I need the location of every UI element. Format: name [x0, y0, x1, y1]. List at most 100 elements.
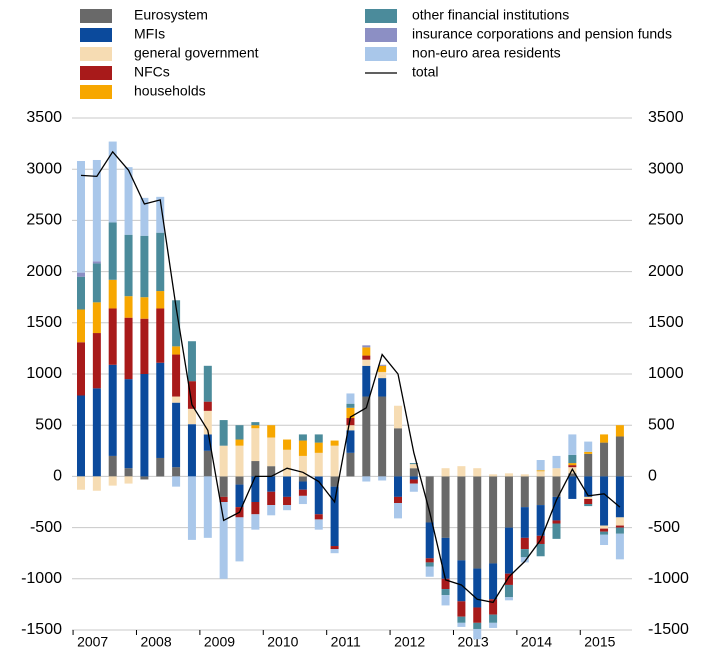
bar-segment — [425, 566, 434, 577]
legend-swatch — [365, 47, 397, 61]
x-tick-label: 2007 — [77, 634, 108, 650]
legend-label: Eurosystem — [134, 7, 208, 23]
bar-segment — [520, 557, 529, 563]
bar-segment — [298, 455, 307, 477]
bar-segment — [489, 476, 498, 564]
legend-swatch — [80, 9, 112, 23]
bar-segment — [615, 436, 624, 477]
bar-segment — [203, 476, 212, 538]
bar-segment — [203, 401, 212, 411]
bar-segment — [536, 470, 545, 472]
bar-segment — [409, 468, 418, 477]
bar-segment — [314, 442, 323, 453]
bar-segment — [504, 597, 513, 601]
bar-segment — [172, 354, 181, 397]
bar-segment — [235, 439, 244, 446]
bar-segment — [219, 496, 228, 502]
bar-segment — [283, 496, 292, 506]
bar-segment — [346, 452, 355, 477]
bar-segment — [267, 491, 276, 506]
bar-segment — [600, 528, 609, 532]
bar-segment — [330, 546, 339, 550]
legend-label: households — [134, 83, 206, 99]
bar-segment — [346, 393, 355, 404]
bar-segment — [187, 424, 196, 477]
bar-segment — [584, 498, 593, 505]
bar-segment — [600, 434, 609, 443]
bar-segment — [92, 388, 101, 477]
bar-segment — [615, 517, 624, 526]
legend-swatch — [80, 47, 112, 61]
bar-segment — [92, 476, 101, 491]
bar-segment — [77, 395, 85, 477]
bar-segment — [457, 622, 466, 627]
bar-segment — [187, 341, 196, 382]
bar-segment — [108, 308, 117, 365]
bar-segment — [584, 451, 593, 454]
bar-segment — [156, 232, 165, 292]
bar-segment — [314, 452, 323, 477]
bar-segment — [362, 345, 371, 348]
bar-segment — [267, 476, 276, 492]
bar-segment — [378, 364, 387, 366]
bar-segment — [108, 279, 117, 309]
bar-segment — [441, 476, 450, 538]
legend-label: general government — [134, 45, 259, 61]
bar-segment — [457, 466, 466, 477]
bar-segment — [552, 476, 561, 497]
y-tick-label: 1000 — [26, 365, 62, 382]
legend-label: MFIs — [134, 26, 165, 42]
y-tick-label: 500 — [35, 416, 62, 433]
bar-segment — [441, 578, 450, 590]
bar-segment — [219, 445, 228, 477]
bar-segment — [441, 589, 450, 596]
bar-segment — [92, 159, 101, 262]
bar-segment — [457, 560, 466, 602]
legend-label: insurance corporations and pension funds — [412, 26, 672, 42]
total-line — [80, 150, 621, 604]
bar-segment — [140, 235, 149, 298]
bar-segment — [536, 543, 545, 557]
bar-segment — [457, 601, 466, 617]
bar-segment — [378, 396, 387, 477]
bar-segment — [394, 496, 402, 504]
x-tick-label: 2013 — [457, 634, 488, 650]
bar-segment — [346, 407, 355, 419]
bar-segment — [504, 476, 513, 528]
bar-segment — [362, 396, 371, 477]
bar-segment — [615, 476, 624, 518]
y2-tick-label: -1000 — [648, 570, 689, 587]
bar-segment — [473, 607, 482, 623]
bar-segment — [77, 342, 85, 396]
bar-segment — [615, 425, 624, 437]
y2-tick-label: 1000 — [648, 365, 684, 382]
legend-label: NFCs — [134, 64, 170, 80]
bar-segment — [362, 476, 371, 482]
bar-segment — [362, 365, 371, 397]
bar-segment — [251, 476, 260, 502]
y-tick-label: 1500 — [26, 314, 62, 331]
bar-segment — [489, 474, 498, 477]
bar-segment — [409, 463, 418, 465]
bar-segment — [568, 463, 577, 466]
bar-segment — [441, 468, 450, 477]
bar-segment — [536, 460, 545, 471]
bar-segment — [77, 476, 85, 490]
bar-segment — [425, 476, 434, 523]
bar-segment — [314, 519, 323, 530]
y2-tick-label: 2500 — [648, 212, 684, 229]
bar-segment — [425, 562, 434, 567]
bar-segment — [140, 318, 149, 374]
bar-segment — [425, 522, 434, 559]
bar-segment — [378, 476, 387, 481]
bar-segment — [172, 300, 181, 347]
bar-segment — [568, 465, 577, 468]
y2-tick-label: 0 — [648, 468, 657, 485]
bar-segment — [267, 437, 276, 467]
bar-segment — [457, 616, 466, 623]
bar-segment — [600, 525, 609, 529]
bar-segment — [140, 476, 149, 480]
bar-segment — [77, 309, 85, 343]
bar-segment — [124, 379, 133, 469]
